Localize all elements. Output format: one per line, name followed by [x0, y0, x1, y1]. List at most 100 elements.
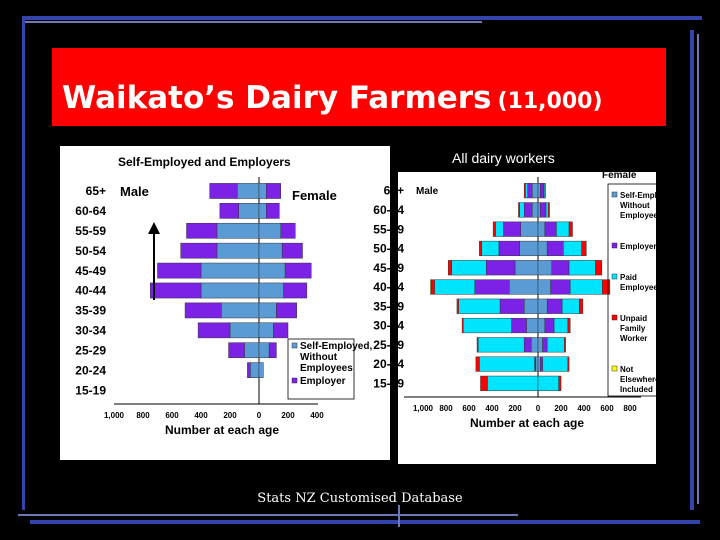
chart1-legend-label-0-line0: Self-Employed,	[620, 191, 678, 200]
chart0-category-label-55-59: 55-59	[75, 224, 106, 238]
chart1-bar-30-34-s7	[553, 317, 569, 334]
chart1-bar-55-59-s0	[520, 221, 539, 237]
chart1-bar-40-44-s3	[430, 279, 435, 295]
chart1-category-label-50-54: 50-54	[373, 242, 404, 256]
chart1-category-label-55-59: 55-59	[373, 222, 404, 236]
chart1-bar-60-64-s2	[519, 202, 525, 218]
chart0-bar-40-44-s0	[200, 282, 260, 299]
slide-footer: Stats NZ Customised Database	[257, 491, 463, 506]
chart0-side-label-male: Male	[120, 184, 149, 199]
chart0-bar-35-39-s0	[221, 302, 260, 319]
chart1-legend-swatch-1	[611, 242, 618, 249]
chart1-bar-45-49-s6	[551, 260, 570, 276]
chart1-bar-30-34-s8	[567, 317, 571, 334]
chart0-bar-55-59-s0	[216, 222, 260, 239]
chart1-bar-50-54-s0	[519, 240, 539, 257]
chart1-category-label-25-29: 25-29	[373, 338, 404, 352]
chart0-category-label-40-44: 40-44	[75, 284, 106, 298]
chart0-x-tick-7: 400	[310, 411, 324, 420]
chart0-bar-30-34-s3	[273, 322, 289, 339]
chart1-x-axis-label: Number at each age	[470, 416, 584, 430]
chart1-bar-60-64-s6	[540, 202, 547, 218]
chart1-bar-25-29-s0	[530, 337, 539, 353]
chart0-bar-50-54-s0	[216, 242, 260, 259]
chart0-legend-label-0-line2: Employees	[300, 363, 353, 374]
chart1-x-tick-5: 0	[536, 404, 541, 413]
chart0-bar-25-29-s1	[228, 342, 245, 359]
chart0-side-label-female: Female	[292, 188, 337, 203]
chart1-bar-25-29-s2	[477, 337, 525, 353]
chart1-bar-15-19-s8	[558, 375, 562, 391]
chart0-bar-40-44-s3	[283, 282, 308, 299]
chart1-bar-50-54-s8	[581, 240, 587, 257]
chart0-x-tick-6: 200	[281, 411, 295, 420]
chart0-category-label-15-19: 15-19	[75, 383, 106, 397]
chart1-bar-45-49-s3	[448, 260, 452, 276]
chart1-category-label-60-64: 60-64	[373, 203, 404, 217]
chart1-bar-30-34-s2	[463, 317, 512, 334]
chart0-bar-25-29-s2	[258, 342, 270, 359]
chart1-x-tick-7: 400	[577, 404, 591, 413]
chart0-bar-25-29-s3	[268, 342, 277, 359]
chart1-bar-50-54-s6	[546, 240, 564, 257]
chart1-legend-swatch-4	[611, 365, 618, 372]
chart1-bar-45-49-s5	[537, 260, 553, 276]
chart1-x-tick-9: 800	[623, 404, 637, 413]
chart0-bar-60-64-s2	[258, 203, 267, 219]
slide-title-number: (11,000)	[497, 89, 603, 114]
chart1-bar-25-29-s1	[523, 337, 532, 353]
chart1-bar-35-39-s6	[546, 298, 563, 314]
chart0-bar-40-44-s2	[258, 282, 284, 299]
chart1-bar-35-39-s7	[561, 298, 580, 314]
chart1-bar-65+-s3	[523, 183, 526, 199]
chart0-bar-65+-s0	[237, 183, 260, 199]
chart1-bar-45-49-s9	[601, 260, 603, 276]
chart1-bar-15-19-s2	[487, 375, 539, 391]
slide-title-text: Waikato’s Dairy Farmers	[62, 80, 492, 116]
chart1-bar-40-44-s2	[434, 279, 475, 295]
chart1-bar-20-24-s7	[542, 356, 569, 372]
chart0-legend-swatch-1	[291, 377, 298, 384]
chart1-bar-45-49-s8	[595, 260, 602, 276]
chart1-bar-65+-s1	[527, 183, 533, 199]
chart1-legend-label-0-line1: Without	[620, 201, 650, 210]
chart1-bar-65+-s0	[532, 183, 539, 199]
chart1-bar-60-64-s8	[548, 202, 550, 218]
chart1-category-label-15-19: 15-19	[373, 376, 404, 390]
chart1-legend-label-3-line2: Worker	[620, 334, 647, 343]
chart0-category-label-35-39: 35-39	[75, 304, 106, 318]
chart0-category-label-25-29: 25-29	[75, 343, 106, 357]
chart1-legend-swatch-2	[611, 273, 618, 280]
chart1-side-label-male: Male	[416, 186, 439, 197]
chart1-bar-65+-s6	[540, 183, 544, 199]
chart1-bar-45-49-s2	[451, 260, 487, 276]
frame-right-line	[690, 30, 694, 510]
chart0-legend-label-0-line1: Without	[300, 352, 338, 363]
chart0-bar-35-39-s1	[184, 302, 222, 319]
chart1-legend-label-3-line1: Family	[620, 324, 646, 333]
frame-bottom-tick	[398, 505, 400, 527]
chart0-bar-55-59-s3	[280, 222, 296, 239]
chart1-bar-35-39-s4	[456, 298, 458, 314]
chart0-bar-40-44-s1	[150, 282, 202, 299]
chart1-bar-55-59-s2	[495, 221, 504, 237]
chart0-legend-swatch-0	[291, 342, 298, 349]
chart1-x-tick-4: 200	[508, 404, 522, 413]
right-chart-heading: All dairy workers	[452, 150, 555, 166]
chart1-bar-55-59-s7	[556, 221, 570, 237]
chart1-bar-30-34-s6	[544, 317, 555, 334]
chart1-bar-50-54-s2	[481, 240, 500, 257]
chart1-x-tick-1: 800	[439, 404, 453, 413]
chart0-bar-35-39-s2	[258, 302, 277, 319]
chart1-bar-55-59-s8	[568, 221, 573, 237]
chart1-category-label-40-44: 40-44	[373, 280, 404, 294]
chart1-bar-35-39-s0	[523, 298, 539, 314]
chart1-bar-60-64-s0	[532, 202, 539, 218]
chart0-bar-20-24-s0	[250, 362, 260, 378]
chart1-bar-30-34-s1	[511, 317, 527, 334]
chart0-bar-50-54-s2	[258, 242, 283, 259]
chart1-side-label-female: Female	[602, 170, 637, 181]
chart1-category-label-65+: 65+	[384, 184, 404, 198]
